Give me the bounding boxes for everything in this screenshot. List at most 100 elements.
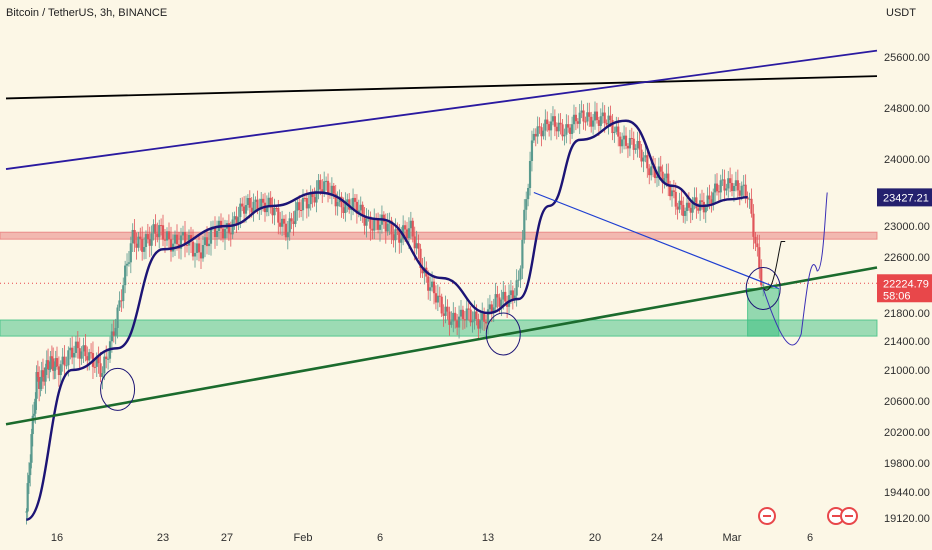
candle-body [146,234,149,239]
candle-body [46,360,50,370]
candle-body [638,140,641,150]
candle [444,295,447,324]
candle-body [580,110,583,113]
candle-body [669,186,672,197]
candle-body [663,178,666,183]
candle [548,121,551,137]
candle-body [567,124,570,128]
candle-body [555,126,558,132]
zones-layer [0,231,878,337]
candle [461,305,465,330]
candle [754,232,757,251]
candle-body [221,228,225,239]
x-tick-label: 24 [651,532,663,544]
candle [693,187,696,210]
candle [392,223,395,248]
candle-body [282,218,286,224]
candle-body [640,149,643,162]
candle [549,113,553,141]
candle-body [457,316,461,328]
candle-body [559,122,562,125]
candle-body [231,219,234,235]
candle [567,115,570,133]
candle-body [642,157,645,162]
candle [114,318,117,345]
axes-layer: 25600.00 24800.00 24000.00 23000.00 22600.00… [51,52,932,544]
candle [484,314,488,330]
candle-body [131,229,134,244]
candle [584,116,587,131]
y-tick-label: 20200.00 [884,427,930,439]
candle [76,331,79,359]
candle-body [105,356,108,360]
candle [300,199,303,218]
candle-body [203,237,207,245]
candle [173,230,177,257]
candle [706,187,709,211]
candle [511,285,514,310]
candle-body [444,306,447,316]
candle-body [398,230,401,243]
y-tick-label: 19800.00 [884,458,930,470]
candle [714,174,717,204]
candle [243,196,246,224]
candle [260,191,263,215]
candle [463,311,466,329]
candle [237,206,240,231]
candle-body [617,126,620,137]
candle [167,222,171,250]
candle [417,234,420,259]
candle-body [419,248,422,268]
candle [523,199,526,244]
candle-body [521,239,524,269]
candle [340,192,343,218]
candle [536,116,539,144]
candle [756,234,759,257]
candle-body [55,358,59,367]
candle [723,169,726,202]
candle-body [260,198,263,210]
moving-average-line [25,119,748,521]
candle-body [538,126,541,128]
candle-body [305,198,308,209]
candle [515,269,518,307]
candle [434,285,438,310]
candle [72,345,76,369]
candle [330,177,333,205]
candle [80,346,83,365]
candle [52,347,55,380]
candle-body [350,208,353,210]
candle-body [197,243,201,253]
candle-body [456,320,459,328]
candle [179,227,183,260]
zone-0 [0,231,878,240]
candle-body [762,284,765,286]
candle-body [311,192,314,198]
candle [93,358,96,373]
candle [27,462,31,494]
candle-body [429,287,432,291]
candle [611,113,614,141]
candle-body [682,204,685,216]
candle [279,211,282,235]
candle-body [413,236,416,249]
candle-body [415,243,418,249]
candle-body [528,161,532,188]
candle-body [72,352,76,358]
candle [527,183,530,207]
candle-body [448,311,451,325]
candle-body [86,356,89,361]
candle [107,348,110,370]
candle-body [601,112,604,117]
candle [181,225,185,241]
candle [41,358,45,389]
candle-body [239,203,242,218]
candle-body [215,231,219,238]
candle-body [76,341,79,349]
candle-body [546,119,549,125]
candle-body [189,234,193,242]
candle [221,217,225,243]
candle [477,313,480,340]
candle [760,259,763,289]
